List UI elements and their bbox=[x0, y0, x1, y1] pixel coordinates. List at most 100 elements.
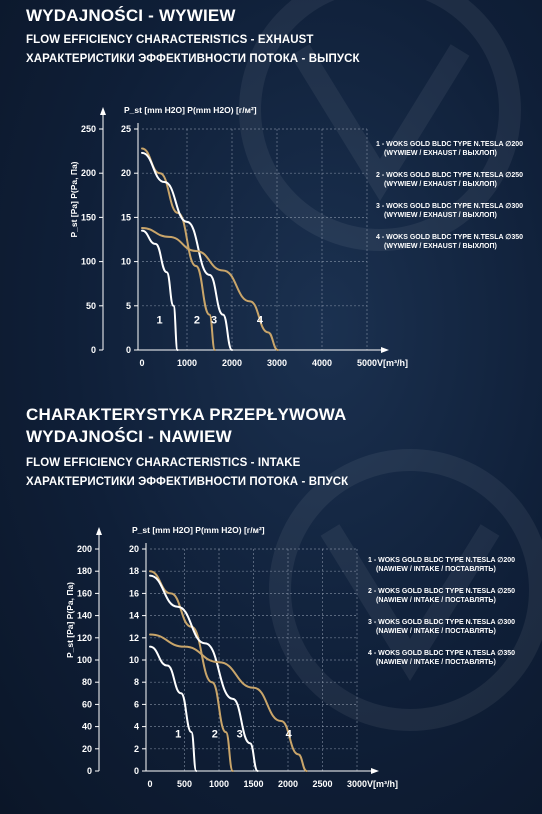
chart2-tick-label-mm: 10 bbox=[129, 655, 139, 665]
intake-subtitle-en: FLOW EFFICIENCY CHARACTERISTICS - INTAKE bbox=[26, 457, 301, 469]
intake-chart: 0204060801001201401601802000246810121416… bbox=[65, 525, 515, 789]
chart1-tick-label-pa: 0 bbox=[91, 345, 96, 355]
chart1-series-4-label: 4 bbox=[257, 314, 264, 326]
chart2-tick-label-pa: 100 bbox=[77, 655, 92, 665]
chart2-tick-label-pa: 120 bbox=[77, 633, 92, 643]
chart1-series-2-label: 2 bbox=[194, 314, 200, 326]
chart1-tick-label-x: 2000 bbox=[222, 358, 242, 368]
chart1-series-1-label: 1 bbox=[156, 314, 162, 326]
chart2-legend-item-2-subtitle: (NAWIEW / INTAKE / ПОСТАВЛЯТЬ) bbox=[376, 597, 496, 604]
chart2-axis-x-arrow bbox=[371, 768, 379, 774]
chart1-legend-item-4-subtitle: (WYWIEW / EXHAUST / ВЫХЛОП) bbox=[384, 243, 497, 250]
exhaust-subtitle-ru: ХАРАКТЕРИСТИКИ ЭФФЕКТИВНОСТИ ПОТОКА - ВЫ… bbox=[26, 53, 360, 65]
chart2-series-1-label: 1 bbox=[175, 729, 181, 741]
chart2-tick-label-pa: 200 bbox=[77, 544, 92, 554]
chart2-tick-label-mm: 16 bbox=[129, 588, 139, 598]
exhaust-title: WYDAJNOŚCI - WYWIEW bbox=[26, 6, 236, 25]
chart2-tick-label-pa: 160 bbox=[77, 588, 92, 598]
chart1-xlabel: V[m³/h] bbox=[377, 358, 408, 368]
chart2-series-1-line bbox=[149, 645, 198, 772]
chart2-tick-label-x: 2000 bbox=[278, 779, 298, 789]
chart2-legend-item-3-title: 3 - WOKS GOLD BLDC TYPE N.TESLA ∅300 bbox=[368, 618, 515, 626]
chart2-tick-label-mm: 20 bbox=[129, 544, 139, 554]
chart1-tick-label-mm: 0 bbox=[126, 345, 131, 355]
chart1-tick-label-pa: 150 bbox=[81, 212, 96, 222]
chart2-tick-label-pa: 40 bbox=[82, 722, 92, 732]
chart1-tick-label-mm: 10 bbox=[121, 257, 131, 267]
chart2-tick-label-mm: 2 bbox=[134, 744, 139, 754]
chart1-tick-label-x: 4000 bbox=[312, 358, 332, 368]
chart2-tick-label-x: 500 bbox=[177, 779, 192, 789]
chart1-tick-label-pa: 100 bbox=[81, 257, 96, 267]
watermark-logo-top bbox=[239, 0, 521, 251]
chart1-series-2-line bbox=[141, 147, 216, 351]
chart2-tick-label-x: 3000 bbox=[347, 779, 367, 789]
chart1-tick-label-mm: 5 bbox=[126, 301, 131, 311]
chart1-axis-pa-arrow bbox=[100, 107, 106, 115]
chart2-ylabel-mm: P_st [mm H2O] P(mm H2O) [г/м²] bbox=[132, 525, 265, 535]
chart1-series-4-line bbox=[141, 227, 279, 351]
intake-subtitle-ru: ХАРАКТЕРИСТИКИ ЭФФЕКТИВНОСТИ ПОТОКА - ВП… bbox=[26, 476, 349, 488]
chart1-tick-label-x: 5000 bbox=[357, 358, 377, 368]
intake-section-header: CHARAKTERYSTYKA PRZEPŁYWOWA WYDAJNOŚCI -… bbox=[26, 404, 348, 492]
chart2-tick-label-mm: 8 bbox=[134, 677, 139, 687]
chart1-series-1-line bbox=[141, 229, 179, 351]
chart2-series-3-line bbox=[149, 574, 259, 772]
chart1-legend-item-4-title: 4 - WOKS GOLD BLDC TYPE N.TESLA ∅350 bbox=[376, 233, 523, 241]
chart2-legend-item-3-subtitle: (NAWIEW / INTAKE / ПОСТАВЛЯТЬ) bbox=[376, 628, 496, 635]
chart1-axis-x-arrow bbox=[381, 347, 389, 353]
exhaust-subtitle-en: FLOW EFFICIENCY CHARACTERISTICS - EXHAUS… bbox=[26, 34, 314, 46]
chart1-tick-label-x: 1000 bbox=[177, 358, 197, 368]
chart1-series-3-line bbox=[141, 151, 233, 351]
chart2-series-3-label: 3 bbox=[237, 729, 243, 741]
chart2-tick-label-pa: 60 bbox=[82, 699, 92, 709]
chart2-axis-pa-arrow bbox=[96, 527, 102, 535]
chart2-tick-label-pa: 180 bbox=[77, 566, 92, 576]
chart2-tick-label-mm: 4 bbox=[134, 722, 139, 732]
chart2-tick-label-x: 0 bbox=[147, 779, 152, 789]
chart2-legend-item-4-title: 4 - WOKS GOLD BLDC TYPE N.TESLA ∅350 bbox=[368, 649, 515, 657]
chart1-tick-label-mm: 25 bbox=[121, 124, 131, 134]
chart2-legend-item-1-title: 1 - WOKS GOLD BLDC TYPE N.TESLA ∅200 bbox=[368, 556, 515, 564]
chart2-tick-label-mm: 12 bbox=[129, 633, 139, 643]
chart2-tick-label-pa: 0 bbox=[87, 766, 92, 776]
chart2-tick-label-x: 1000 bbox=[209, 779, 229, 789]
chart2-legend-item-4-subtitle: (NAWIEW / INTAKE / ПОСТАВЛЯТЬ) bbox=[376, 659, 496, 666]
chart2-tick-label-pa: 80 bbox=[82, 677, 92, 687]
chart1-tick-label-mm: 20 bbox=[121, 168, 131, 178]
chart2-tick-label-mm: 6 bbox=[134, 699, 139, 709]
chart2-tick-label-pa: 20 bbox=[82, 744, 92, 754]
chart2-series-4-line bbox=[149, 633, 308, 772]
chart1-legend-item-3-title: 3 - WOKS GOLD BLDC TYPE N.TESLA ∅300 bbox=[376, 202, 523, 210]
chart2-legend-item-2-title: 2 - WOKS GOLD BLDC TYPE N.TESLA ∅250 bbox=[368, 587, 515, 595]
chart2-tick-label-pa: 140 bbox=[77, 611, 92, 621]
chart1-legend-item-2-title: 2 - WOKS GOLD BLDC TYPE N.TESLA ∅250 bbox=[376, 171, 523, 179]
chart1-tick-label-x: 0 bbox=[139, 358, 144, 368]
chart1-ylabel-pa: P_st [Pa] P(Pa, Па) bbox=[69, 161, 79, 237]
chart1-tick-label-pa: 50 bbox=[86, 301, 96, 311]
intake-title-line2: WYDAJNOŚCI - NAWIEW bbox=[26, 427, 232, 446]
chart1-tick-label-pa: 250 bbox=[81, 124, 96, 134]
chart2-ylabel-pa: P_st [Pa] P(Pa, Па) bbox=[65, 582, 75, 658]
chart1-legend-item-1-title: 1 - WOKS GOLD BLDC TYPE N.TESLA ∅200 bbox=[376, 140, 523, 148]
chart2-tick-label-mm: 18 bbox=[129, 566, 139, 576]
exhaust-section-header: WYDAJNOŚCI - WYWIEW FLOW EFFICIENCY CHAR… bbox=[26, 5, 360, 69]
chart2-tick-label-mm: 0 bbox=[134, 766, 139, 776]
chart2-series-2-label: 2 bbox=[212, 729, 218, 741]
chart1-tick-label-x: 3000 bbox=[267, 358, 287, 368]
chart2-tick-label-mm: 14 bbox=[129, 611, 139, 621]
chart1-ylabel-mm: P_st [mm H2O] P(mm H2O) [г/м²] bbox=[124, 105, 257, 115]
chart1-series-3-label: 3 bbox=[211, 314, 217, 326]
chart1-tick-label-mm: 15 bbox=[121, 212, 131, 222]
intake-title-line1: CHARAKTERYSTYKA PRZEPŁYWOWA bbox=[26, 405, 347, 424]
chart2-tick-label-x: 2500 bbox=[312, 779, 332, 789]
chart1-legend-item-2-subtitle: (WYWIEW / EXHAUST / ВЫХЛОП) bbox=[384, 181, 497, 188]
chart2-tick-label-x: 1500 bbox=[243, 779, 263, 789]
chart1-legend-item-3-subtitle: (WYWIEW / EXHAUST / ВЫХЛОП) bbox=[384, 212, 497, 219]
chart1-tick-label-pa: 200 bbox=[81, 168, 96, 178]
chart2-series-4-label: 4 bbox=[286, 729, 293, 741]
chart2-xlabel: V[m³/h] bbox=[367, 779, 398, 789]
chart1-legend-item-1-subtitle: (WYWIEW / EXHAUST / ВЫХЛОП) bbox=[384, 150, 497, 157]
chart2-legend-item-1-subtitle: (NAWIEW / INTAKE / ПОСТАВЛЯТЬ) bbox=[376, 566, 496, 573]
